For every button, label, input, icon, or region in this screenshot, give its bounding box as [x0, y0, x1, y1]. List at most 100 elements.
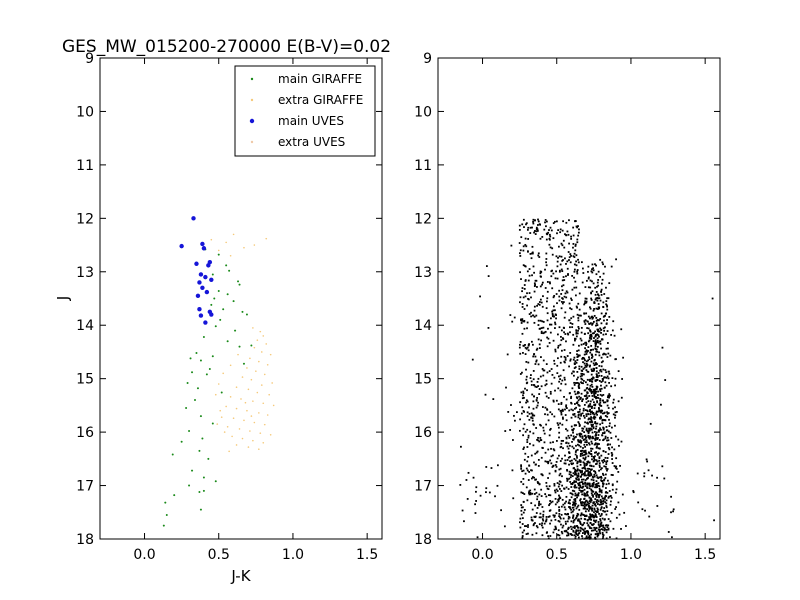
- field-star-point: [576, 381, 579, 384]
- field-star-point: [602, 524, 605, 527]
- field-star-point: [614, 414, 617, 417]
- field-star-point: [591, 369, 594, 372]
- field-star-point: [602, 474, 605, 477]
- field-star-point: [571, 475, 574, 478]
- field-star-point: [585, 504, 588, 507]
- field-star-point: [591, 332, 594, 335]
- field-star-point: [607, 518, 610, 520]
- field-star-point: [604, 451, 607, 453]
- field-star-point: [595, 370, 598, 373]
- field-star-point: [534, 363, 537, 365]
- field-star-point: [564, 361, 566, 364]
- field-star-point: [600, 521, 603, 524]
- field-star-point: [579, 469, 582, 472]
- field-star-point: [550, 323, 553, 326]
- field-star-point: [590, 338, 593, 340]
- field-star-point: [597, 503, 599, 505]
- field-star-point: [605, 371, 607, 374]
- field-star-point: [559, 378, 561, 381]
- point-main-giraffe: [186, 381, 189, 384]
- y-tick-label: 18: [76, 532, 94, 548]
- field-star-point: [594, 293, 597, 296]
- field-star-point: [596, 507, 599, 510]
- field-star-point: [590, 455, 593, 458]
- field-star-point: [548, 342, 551, 344]
- field-star-point: [610, 512, 613, 514]
- field-star-point: [574, 471, 577, 474]
- field-star-point: [566, 230, 569, 233]
- field-star-point: [519, 526, 522, 529]
- field-star-point: [572, 447, 575, 450]
- point-main-giraffe: [214, 480, 217, 483]
- field-star-point: [516, 411, 518, 414]
- field-star-point: [612, 527, 615, 530]
- field-star-point: [597, 452, 600, 455]
- field-star-point: [572, 243, 575, 245]
- field-star-point: [607, 412, 610, 414]
- field-star-point: [551, 313, 554, 316]
- field-star-point: [562, 439, 565, 442]
- point-extra-giraffe: [259, 432, 262, 434]
- field-star-point: [545, 258, 548, 260]
- field-star-point: [599, 508, 602, 511]
- field-star-point: [572, 517, 574, 519]
- field-star-point: [521, 536, 524, 539]
- field-star-point: [563, 279, 566, 281]
- point-extra-giraffe: [231, 435, 233, 438]
- field-star-point: [558, 506, 560, 509]
- field-star-point: [599, 528, 601, 531]
- field-star-point: [537, 465, 540, 467]
- field-star-point: [524, 344, 526, 346]
- field-star-point: [607, 528, 610, 531]
- field-star-point: [599, 404, 602, 407]
- field-star-point: [578, 481, 581, 484]
- field-star-point: [595, 433, 597, 435]
- field-star-point: [579, 499, 581, 502]
- field-star-point: [594, 513, 597, 515]
- field-star-point: [602, 401, 605, 404]
- field-star-point: [565, 407, 568, 409]
- field-star-point: [541, 281, 544, 284]
- field-star-point: [559, 460, 562, 462]
- field-star-point: [528, 292, 531, 294]
- field-star-point: [553, 359, 556, 362]
- field-star-point: [610, 451, 613, 454]
- field-star-point: [589, 515, 592, 518]
- field-star-point: [643, 472, 646, 475]
- field-star-point: [589, 413, 592, 416]
- field-star-point: [636, 472, 639, 475]
- field-star-point: [595, 446, 598, 449]
- field-star-point: [595, 333, 598, 336]
- field-star-point: [578, 292, 581, 295]
- point-main-giraffe: [222, 308, 225, 311]
- field-star-point: [546, 371, 549, 374]
- field-star-point: [571, 440, 573, 443]
- point-extra-giraffe: [262, 442, 265, 444]
- field-star-point: [518, 252, 521, 255]
- field-star-point: [596, 299, 599, 302]
- field-star-point: [583, 462, 586, 465]
- field-star-point: [584, 302, 586, 305]
- field-star-point: [598, 503, 601, 506]
- field-star-point: [570, 459, 573, 462]
- field-star-point: [529, 430, 532, 433]
- field-star-point: [472, 476, 475, 479]
- field-star-point: [611, 488, 614, 491]
- field-star-point: [597, 482, 600, 485]
- field-star-point: [541, 534, 544, 537]
- point-main-giraffe: [188, 430, 191, 433]
- field-star-point: [559, 516, 561, 519]
- field-star-point: [530, 516, 533, 519]
- field-star-point: [583, 498, 586, 500]
- field-star-point: [584, 395, 587, 398]
- field-star-point: [557, 426, 560, 429]
- field-star-point: [611, 453, 614, 456]
- field-star-point: [532, 432, 535, 435]
- point-main-giraffe: [173, 494, 176, 497]
- field-star-point: [612, 407, 614, 410]
- field-star-point: [606, 342, 609, 344]
- field-star-point: [602, 378, 604, 381]
- field-star-point: [590, 533, 592, 536]
- field-star-point: [531, 413, 534, 416]
- field-star-point: [548, 370, 551, 372]
